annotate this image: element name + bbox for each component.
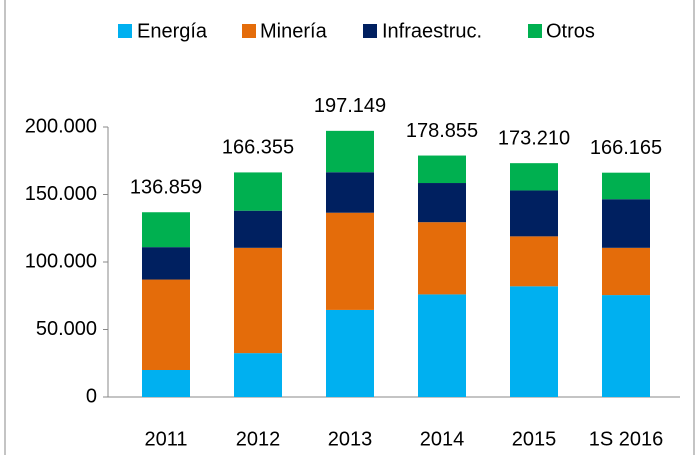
x-tick-label: 2012 xyxy=(236,428,281,450)
bar-segment xyxy=(142,370,190,397)
bar-segment xyxy=(418,183,466,223)
bar-segment xyxy=(234,247,282,354)
legend-swatch xyxy=(242,24,256,38)
x-tick-label: 2015 xyxy=(512,428,557,450)
legend-label: Otros xyxy=(546,20,595,42)
x-tick-label: 2013 xyxy=(328,428,373,450)
bar-segment xyxy=(510,163,558,191)
legend-swatch xyxy=(118,24,132,38)
bar-segment xyxy=(418,155,466,184)
bar-segment xyxy=(326,309,374,397)
y-tick-label: 50.000 xyxy=(36,318,97,340)
bar-segment xyxy=(602,295,650,397)
bar-segment xyxy=(602,172,650,200)
legend-label: Energía xyxy=(137,20,208,42)
y-tick-label: 0 xyxy=(86,385,97,407)
y-tick-label: 200.000 xyxy=(25,115,97,137)
x-tick-label: 1S 2016 xyxy=(589,428,664,450)
bar-segment xyxy=(234,210,282,248)
bar-segment xyxy=(602,199,650,248)
legend-swatch xyxy=(363,24,377,38)
bar-segment xyxy=(326,172,374,213)
bar-segment xyxy=(418,222,466,295)
total-label: 173.210 xyxy=(498,127,570,149)
bar-segment xyxy=(510,286,558,397)
bar-segment xyxy=(234,172,282,211)
total-label: 178.855 xyxy=(406,120,478,142)
x-tick-label: 2011 xyxy=(144,428,187,450)
bar-segment xyxy=(510,190,558,237)
bar-segment xyxy=(326,130,374,173)
bar-segment xyxy=(142,279,190,370)
bar-segment xyxy=(326,212,374,310)
bar-segment xyxy=(418,294,466,397)
y-tick-label: 100.000 xyxy=(25,250,97,272)
bar-segment xyxy=(142,212,190,248)
legend-swatch xyxy=(528,24,542,38)
bar-segment xyxy=(142,247,190,280)
bar-segment xyxy=(234,353,282,397)
bar-segment xyxy=(510,236,558,287)
total-label: 197.149 xyxy=(314,95,386,117)
total-label: 136.859 xyxy=(130,177,202,199)
total-label: 166.165 xyxy=(590,137,662,159)
total-label: 166.355 xyxy=(222,137,294,159)
y-tick-label: 150.000 xyxy=(25,183,97,205)
bar-segment xyxy=(602,247,650,296)
legend-label: Infraestruc. xyxy=(382,20,482,42)
x-tick-label: 2014 xyxy=(420,428,465,450)
legend-label: Minería xyxy=(260,20,328,42)
